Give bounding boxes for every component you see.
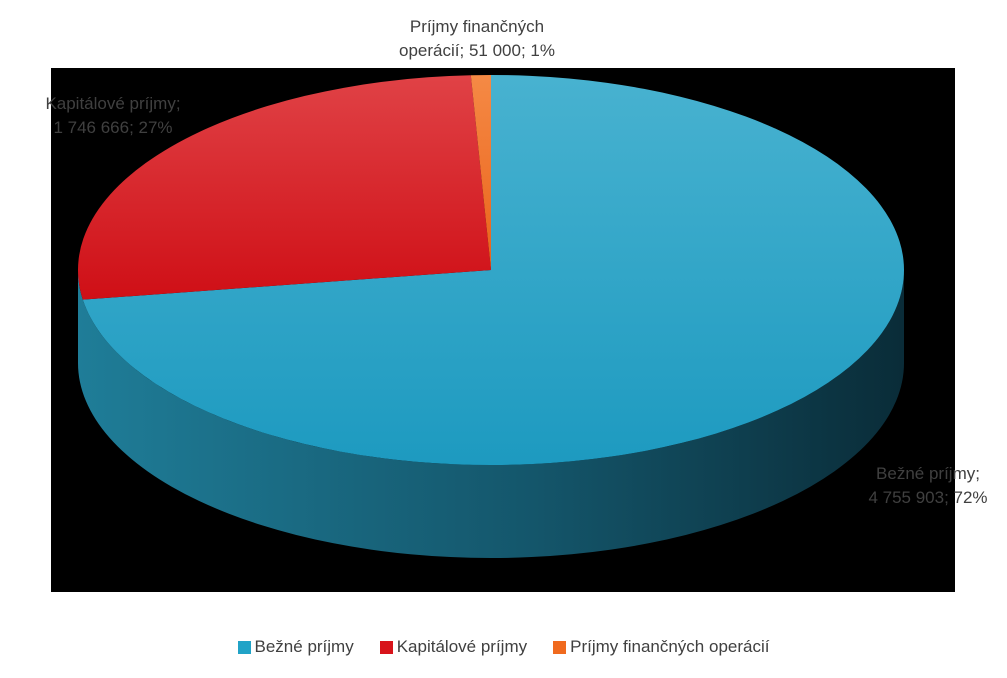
pie-slice-kapitalove[interactable] <box>77 75 492 300</box>
legend-label-kapitalove: Kapitálové príjmy <box>396 637 528 656</box>
legend-label-financne: Príjmy finančných operácií <box>570 637 770 656</box>
pie-side-bezne <box>78 270 904 558</box>
legend-item-kapitalove[interactable]: Kapitálové príjmy <box>379 637 528 657</box>
legend-swatch-bezne <box>237 640 251 654</box>
pie-slice-bezne[interactable] <box>82 75 904 465</box>
pie-slice-financne[interactable] <box>470 75 491 270</box>
data-label-kapitalove: Kapitálové príjmy; 1 746 666; 27% <box>45 94 180 137</box>
data-label-bezne: Bežné príjmy; 4 755 903; 72% <box>868 464 987 507</box>
legend-label-bezne: Bežné príjmy <box>254 637 354 656</box>
legend: Bežné príjmy Kapitálové príjmy Príjmy fi… <box>0 637 1007 657</box>
legend-item-financne[interactable]: Príjmy finančných operácií <box>553 637 769 657</box>
legend-swatch-kapitalove <box>379 640 393 654</box>
legend-item-bezne[interactable]: Bežné príjmy <box>237 637 354 657</box>
data-label-financne: Príjmy finančných operácií; 51 000; 1% <box>399 17 555 60</box>
legend-swatch-financne <box>553 640 567 654</box>
